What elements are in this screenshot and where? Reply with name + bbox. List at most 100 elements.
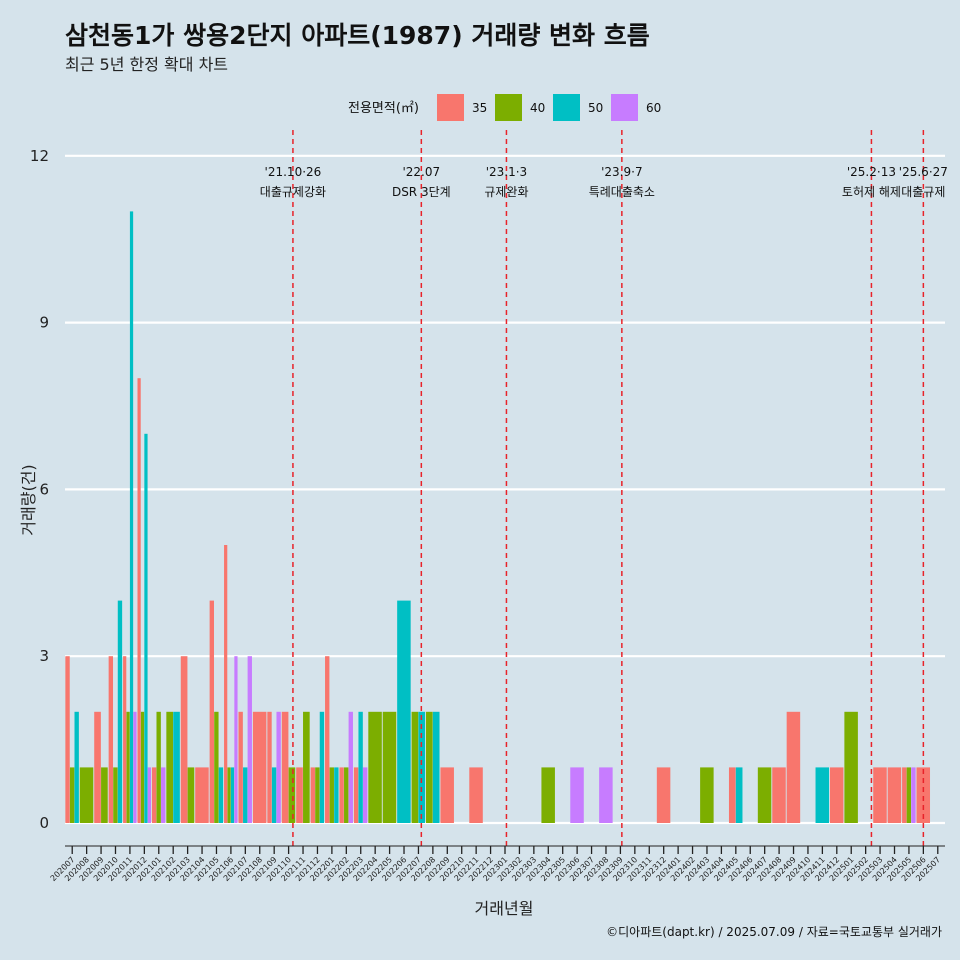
y-tick-label: 0 xyxy=(39,814,49,832)
bar-40-202102 xyxy=(166,711,173,823)
bar-35-202209 xyxy=(440,767,454,823)
legend-title: 전용면적(㎡) xyxy=(348,101,419,116)
legend-swatch-40 xyxy=(495,94,522,121)
event-date: '23.1·3 xyxy=(486,165,527,179)
event-label: 대출규제 xyxy=(901,185,945,199)
bar-40-202103 xyxy=(187,767,195,823)
legend-swatch-50 xyxy=(553,94,580,121)
bar-40-202304 xyxy=(541,767,555,823)
bar-50-202106 xyxy=(230,767,235,823)
legend-label-40: 40 xyxy=(530,101,545,115)
bar-50-202405 xyxy=(735,767,743,823)
bar-35-202111 xyxy=(296,767,303,823)
bar-35-202109 xyxy=(267,711,272,823)
bar-35-202211 xyxy=(469,767,483,823)
bar-50-202207 xyxy=(418,711,426,823)
bar-35-202504 xyxy=(887,767,902,823)
event-date: '25.6·27 xyxy=(899,165,948,179)
bar-35-202010 xyxy=(108,656,114,823)
bar-40-202208 xyxy=(426,711,433,823)
legend-label-35: 35 xyxy=(472,101,487,115)
legend-label-50: 50 xyxy=(588,101,603,115)
bar-50-202107 xyxy=(243,767,248,823)
bar-35-202506 xyxy=(916,767,931,823)
y-tick-label: 9 xyxy=(39,314,49,332)
bar-50-202206 xyxy=(397,600,411,823)
bar-35-202101 xyxy=(151,767,157,823)
bar-40-202105 xyxy=(214,711,219,823)
bar-40-202010 xyxy=(113,767,118,823)
bar-40-202106 xyxy=(227,767,231,823)
bar-40-202207 xyxy=(411,711,419,823)
bars xyxy=(65,211,931,823)
bar-35-202505 xyxy=(902,767,907,823)
bar-35-202312 xyxy=(656,767,671,823)
y-tick-label: 12 xyxy=(30,147,49,165)
bar-35-202107 xyxy=(238,711,243,823)
bar-40-202201 xyxy=(329,767,334,823)
bar-50-202105 xyxy=(218,767,224,823)
bar-40-202202 xyxy=(344,767,349,823)
bar-40-202101 xyxy=(156,711,161,823)
bar-35-202105 xyxy=(209,600,214,823)
bar-40-202011 xyxy=(126,711,130,823)
bar-40-202111 xyxy=(303,711,310,823)
bar-40-202505 xyxy=(906,767,912,823)
bar-35-202203 xyxy=(353,767,359,823)
event-date: '21.10·26 xyxy=(265,165,322,179)
bar-40-202205 xyxy=(382,711,397,823)
bar-40-202204 xyxy=(368,711,382,823)
bar-35-202012 xyxy=(137,378,141,823)
event-date: '22.07 xyxy=(402,165,440,179)
legend-swatch-60 xyxy=(611,94,638,121)
bar-60-202101 xyxy=(161,767,166,823)
event-label: DSR 3단계 xyxy=(392,185,451,199)
bar-35-202201 xyxy=(325,656,330,823)
bar-35-202007 xyxy=(65,656,70,823)
bar-50-202011 xyxy=(129,211,134,823)
bar-35-202409 xyxy=(786,711,801,823)
bar-50-202208 xyxy=(432,711,440,823)
chart-subtitle: 최근 5년 한정 확대 차트 xyxy=(65,55,228,74)
bar-60-202107 xyxy=(247,656,252,823)
event-date: '25.2·13 xyxy=(847,165,896,179)
bar-50-202112 xyxy=(319,711,325,823)
bar-35-202009 xyxy=(94,711,101,823)
bar-40-202407 xyxy=(757,767,772,823)
legend-swatch-35 xyxy=(437,94,464,121)
bar-40-202403 xyxy=(700,767,714,823)
annotations: '21.10·26 대출규제강화 '22.07 DSR 3단계 '23.1·3 규제완화 '… xyxy=(260,130,948,846)
event-label: 토허제 해제 xyxy=(842,185,901,199)
bar-50-202012 xyxy=(144,433,148,823)
bar-50-202411 xyxy=(815,767,830,823)
legend: 전용면적(㎡) 35 40 50 60 xyxy=(348,94,661,121)
y-axis-title: 거래량(건) xyxy=(19,464,38,535)
bar-60-202012 xyxy=(147,767,151,823)
bar-60-202106 xyxy=(234,656,238,823)
bar-40-202012 xyxy=(140,711,145,823)
bar-40-202501 xyxy=(844,711,858,823)
event-label: 규제완화 xyxy=(484,185,528,199)
y-tick-label: 6 xyxy=(39,480,49,498)
bar-50-202109 xyxy=(271,767,277,823)
bar-50-202007 xyxy=(74,711,79,823)
bar-35-202202 xyxy=(339,767,344,823)
bar-60-202203 xyxy=(363,767,368,823)
event-label: 특례대출축소 xyxy=(589,185,655,199)
bar-60-202109 xyxy=(276,711,281,823)
event-date: '23.9·7 xyxy=(601,165,642,179)
bar-40-202009 xyxy=(101,767,108,823)
bar-60-202011 xyxy=(133,711,137,823)
bar-35-202112 xyxy=(310,767,315,823)
bar-50-202010 xyxy=(117,600,123,823)
bar-60-202505 xyxy=(911,767,916,823)
bar-40-202007 xyxy=(69,767,75,823)
bar-40-202008 xyxy=(79,767,94,823)
bar-35-202405 xyxy=(728,767,736,823)
bar-50-202201 xyxy=(334,767,339,823)
chart-title: 삼천동1가 쌍용2단지 아파트(1987) 거래량 변화 흐름 xyxy=(65,21,650,50)
legend-label-60: 60 xyxy=(646,101,661,115)
bar-50-202102 xyxy=(173,711,180,823)
y-tick-label: 3 xyxy=(39,647,49,665)
